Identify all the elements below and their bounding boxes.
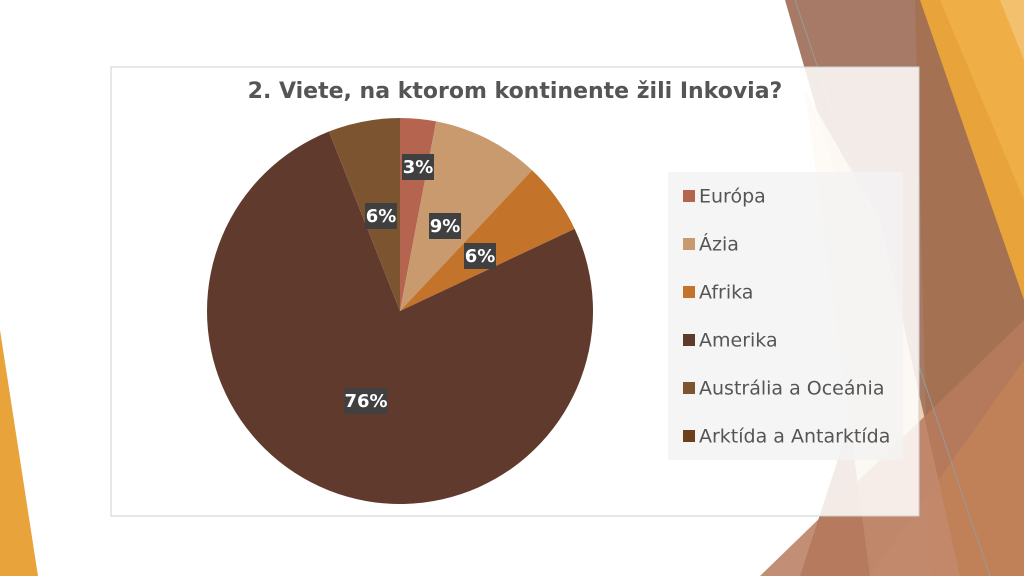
data-label: 3% xyxy=(403,157,434,178)
data-label-box xyxy=(365,203,397,229)
legend-label: Ázia xyxy=(699,233,739,256)
data-label: 9% xyxy=(430,216,461,237)
pie-slice xyxy=(328,118,400,311)
data-label: 6% xyxy=(465,246,496,267)
pie-slice xyxy=(206,131,593,504)
data-label-box xyxy=(402,154,434,180)
pie-slice xyxy=(400,170,575,311)
legend-label: Afrika xyxy=(699,282,753,304)
legend-box xyxy=(668,172,903,460)
legend-swatch xyxy=(683,286,695,298)
data-label: 76% xyxy=(344,391,387,412)
data-label-box xyxy=(344,388,388,414)
data-label-box xyxy=(429,213,461,239)
data-label-box xyxy=(464,243,496,269)
legend-label: Európa xyxy=(699,186,766,208)
legend-swatch xyxy=(683,430,695,442)
legend-swatch xyxy=(683,190,695,202)
legend-label: Amerika xyxy=(699,330,778,352)
legend-label: Arktída a Antarktída xyxy=(699,426,890,448)
legend-swatch xyxy=(683,334,695,346)
legend-label: Austrália a Oceánia xyxy=(699,378,884,400)
legend-swatch xyxy=(683,382,695,394)
chart-title: 2. Viete, na ktorom kontinente žili Inko… xyxy=(248,79,783,104)
legend-swatch xyxy=(683,238,695,250)
data-label: 6% xyxy=(366,206,397,227)
